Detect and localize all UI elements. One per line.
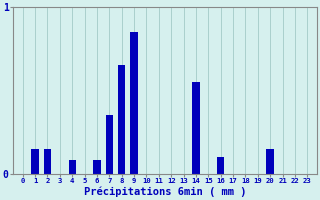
Bar <box>267 149 274 174</box>
Bar <box>31 149 39 174</box>
Bar <box>130 32 138 174</box>
Bar <box>68 160 76 174</box>
Bar <box>192 82 200 174</box>
Bar <box>44 149 51 174</box>
Bar <box>93 160 101 174</box>
Bar <box>217 157 224 174</box>
Bar <box>106 115 113 174</box>
X-axis label: Précipitations 6min ( mm ): Précipitations 6min ( mm ) <box>84 187 246 197</box>
Bar <box>118 65 125 174</box>
